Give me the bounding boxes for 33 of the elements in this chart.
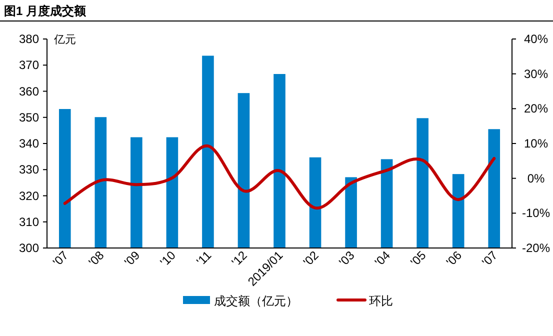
y2-tick-label: 0% [527,171,545,186]
y-tick-label: 330 [18,162,40,177]
y-tick-label: 310 [18,214,40,229]
x-tick-label: '10 [157,248,179,270]
y-tick-label: 360 [18,84,40,98]
legend-label: 成交额（亿元） [214,294,298,308]
y-axis-title: 亿元 [53,34,76,46]
y-tick-label: 300 [18,241,40,255]
y2-tick-label: 40% [524,32,548,46]
x-tick-label: '06 [444,248,465,270]
y-tick-label: 320 [18,188,40,203]
x-tick-label: '02 [300,248,322,270]
x-tick-label: '05 [408,248,429,270]
legend-label: 环比 [369,294,393,308]
x-tick-label: '03 [336,248,358,270]
x-tick-label: '07 [479,248,500,270]
y2-tick-label: -20% [522,241,550,255]
y2-tick-label: 10% [524,136,548,150]
y-tick-label: 350 [18,110,40,124]
x-tick-label: '11 [194,248,214,269]
y2-tick-label: -10% [522,206,550,220]
y-tick-label: 380 [18,32,40,46]
line-series [63,144,496,210]
x-tick-label: '07 [50,248,72,270]
x-tick-label: '09 [122,248,143,270]
x-tick-label: '12 [228,248,250,270]
y2-tick-label: 20% [524,102,548,116]
y2-tick-label: 30% [524,66,548,81]
x-tick-label: '04 [372,248,394,270]
y-tick-label: 340 [18,136,40,150]
chart-title: 图1 月度成交额 [4,4,88,18]
x-tick-label: '08 [86,248,108,270]
y-tick-label: 370 [18,58,40,72]
